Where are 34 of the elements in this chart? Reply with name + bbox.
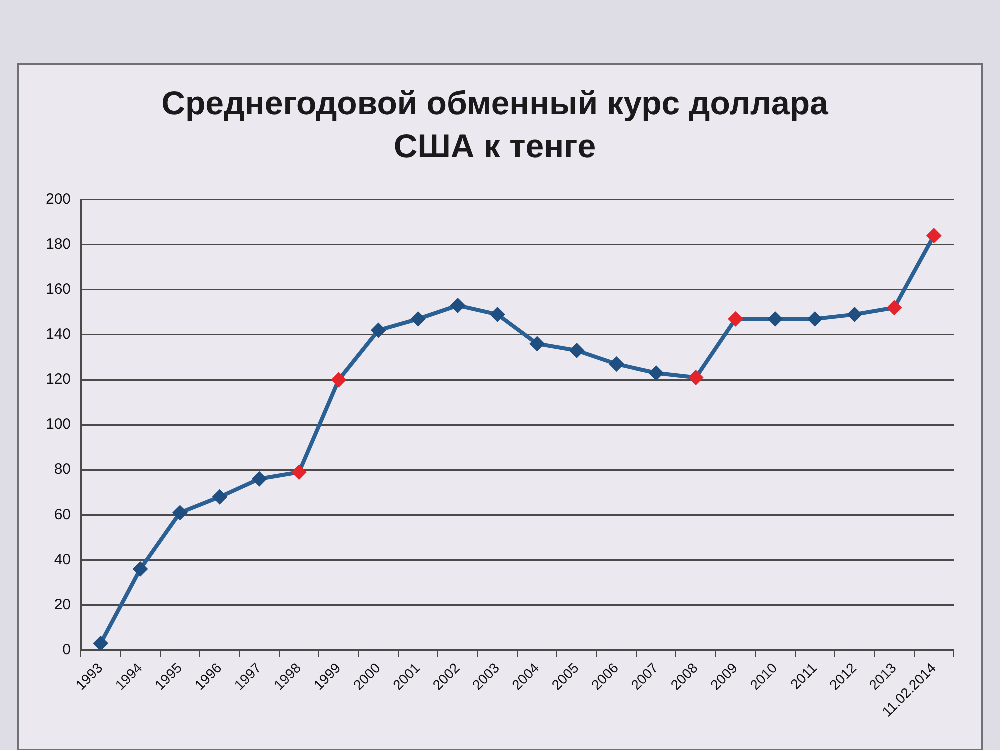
y-tick-label: 80 bbox=[54, 461, 72, 478]
y-tick-label: 20 bbox=[54, 596, 72, 614]
point bbox=[331, 372, 346, 388]
point bbox=[570, 343, 585, 358]
point bbox=[490, 307, 506, 322]
point bbox=[450, 298, 466, 314]
point bbox=[371, 322, 386, 338]
point bbox=[133, 562, 148, 577]
point bbox=[886, 300, 902, 316]
point bbox=[93, 636, 108, 650]
chart-title: Среднегодовой обменный курс доллара США к тенге bbox=[162, 84, 830, 164]
point bbox=[609, 356, 624, 372]
point bbox=[688, 370, 704, 386]
point bbox=[728, 312, 744, 327]
point bbox=[172, 505, 188, 520]
y-tick-label: 120 bbox=[46, 371, 72, 388]
point bbox=[212, 490, 228, 505]
point bbox=[530, 336, 545, 352]
y-tick-label: 100 bbox=[46, 416, 72, 434]
point bbox=[768, 312, 783, 327]
y-tick-label: 160 bbox=[46, 281, 72, 298]
y-tick-label: 0 bbox=[62, 641, 72, 658]
point bbox=[292, 464, 307, 480]
point bbox=[648, 366, 664, 381]
point bbox=[808, 312, 823, 327]
point bbox=[252, 472, 268, 487]
point bbox=[926, 228, 942, 244]
y-tick-label: 140 bbox=[46, 326, 72, 344]
y-tick-label: 60 bbox=[54, 506, 72, 524]
y-tick-label: 40 bbox=[54, 551, 72, 568]
point bbox=[410, 312, 426, 327]
y-tick-label: 180 bbox=[46, 236, 72, 253]
point bbox=[847, 307, 862, 322]
y-tick-label: 200 bbox=[46, 190, 72, 208]
